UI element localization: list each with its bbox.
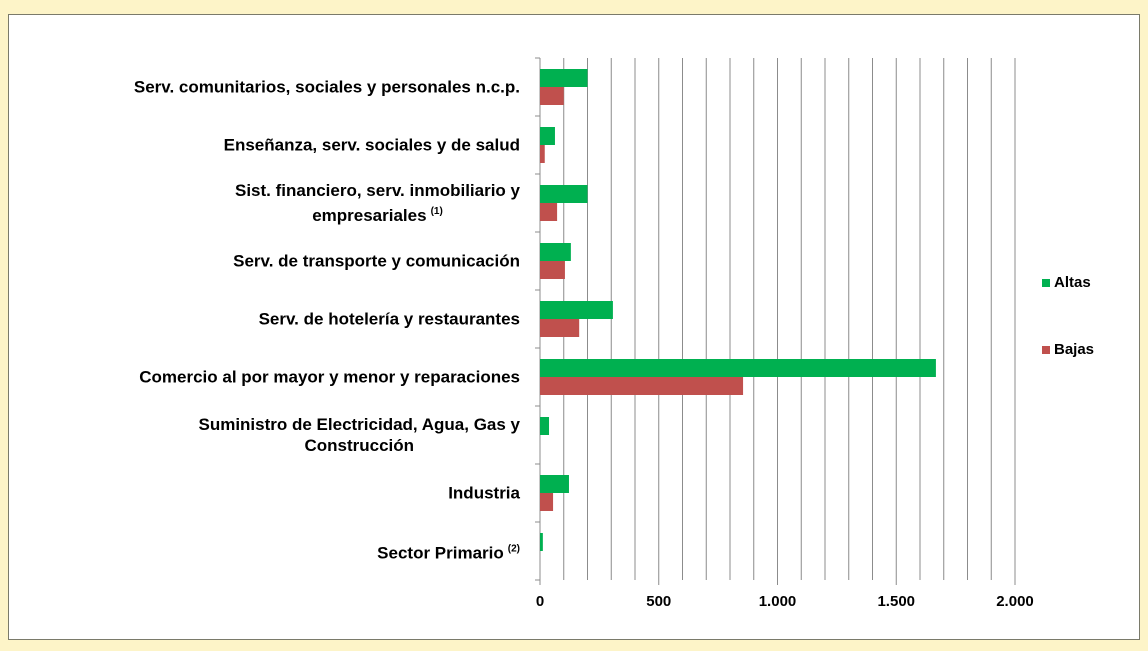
y-tick-label: Sist. financiero, serv. inmobiliario y e… [0,180,520,226]
bar [540,145,545,163]
bar [540,261,565,279]
bar [540,87,564,105]
y-tick-label: Enseñanza, serv. sociales y de salud [0,135,520,156]
category-text: Industria [448,483,520,503]
x-tick-label: 0 [536,593,544,610]
x-tick-label: 1.000 [759,593,797,610]
category-label: Sist. financiero, serv. inmobiliario y e… [235,180,520,226]
bar [540,533,543,551]
y-tick-label: Suministro de Electricidad, Agua, Gas y … [0,414,520,456]
bar [540,203,558,221]
bar [540,475,569,493]
category-text: Serv. de transporte y comunicación [233,251,520,271]
category-label: Comercio al por mayor y menor y reparaci… [139,367,520,388]
legend-label: Bajas [1054,341,1094,358]
y-tick-label: Sector Primario (2) [0,539,520,564]
bar [540,493,554,511]
bar [540,127,555,145]
bar [540,319,580,337]
bar [540,185,588,203]
bar [540,301,613,319]
footnote-mark: (2) [507,543,520,555]
x-tick-label: 2.000 [996,593,1034,610]
bar [540,417,550,435]
y-tick-label: Serv. de transporte y comunicación [0,251,520,272]
bar [540,243,571,261]
category-text: Sist. financiero, serv. inmobiliario y e… [235,181,520,225]
bar [540,359,936,377]
y-tick-label: Serv. comunitarios, sociales y personale… [0,77,520,98]
category-text: Serv. de hotelería y restaurantes [258,309,520,329]
bar [540,69,588,87]
bar [540,377,744,395]
category-text: Comercio al por mayor y menor y reparaci… [139,367,520,387]
category-label: Suministro de Electricidad, Agua, Gas y … [198,414,520,456]
legend-swatch [1042,346,1050,354]
legend-swatch [1042,279,1050,287]
category-text: Sector Primario [377,543,504,563]
y-tick-label: Serv. de hotelería y restaurantes [0,309,520,330]
category-text: Serv. comunitarios, sociales y personale… [133,77,520,97]
legend-label: Altas [1054,274,1091,291]
category-label: Serv. de transporte y comunicación [233,251,520,272]
x-tick-label: 1.500 [877,593,915,610]
category-text: Suministro de Electricidad, Agua, Gas y … [198,415,520,455]
y-tick-label: Industria [0,483,520,504]
category-label: Serv. de hotelería y restaurantes [259,309,520,330]
category-label: Serv. comunitarios, sociales y personale… [134,77,520,98]
category-text: Enseñanza, serv. sociales y de salud [223,135,520,155]
x-tick-label: 500 [646,593,671,610]
category-label: Sector Primario (2) [377,539,520,564]
category-label: Industria [448,483,520,504]
category-label: Enseñanza, serv. sociales y de salud [224,135,520,156]
y-tick-label: Comercio al por mayor y menor y reparaci… [0,367,520,388]
footnote-mark: (1) [430,206,443,218]
